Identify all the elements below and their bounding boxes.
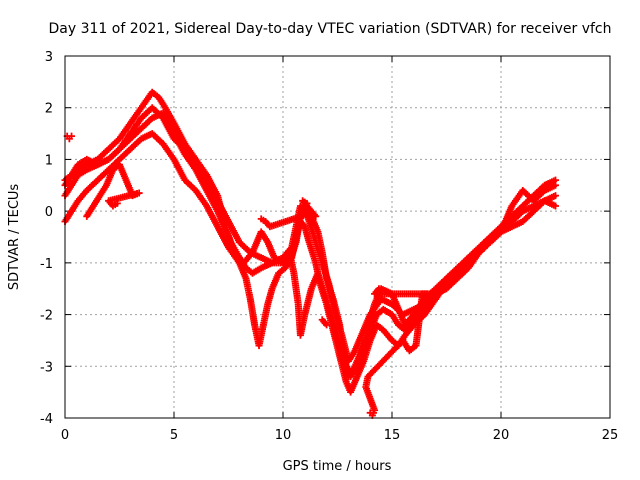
plot-frame <box>64 55 611 419</box>
x-tick-label: 15 <box>384 428 401 443</box>
x-tick-label: 20 <box>493 428 510 443</box>
series-track-d <box>61 104 559 381</box>
x-tick-label: 0 <box>61 428 69 443</box>
data-point <box>375 285 383 293</box>
data-point <box>113 199 121 207</box>
data-marks <box>61 88 559 419</box>
data-point <box>68 132 76 140</box>
x-tick-label: 5 <box>170 428 178 443</box>
y-tick-label: 2 <box>45 102 53 117</box>
y-tick-label: 3 <box>45 50 53 65</box>
series-fragment-mid <box>257 197 433 419</box>
y-tick-label: -2 <box>40 309 53 324</box>
y-tick-label: 1 <box>45 153 53 168</box>
y-tick-label: -1 <box>40 257 53 272</box>
data-point <box>552 181 559 189</box>
data-point <box>323 321 331 329</box>
x-axis-label: GPS time / hours <box>283 459 392 474</box>
chart-title: Day 311 of 2021, Sidereal Day-to-day VTE… <box>48 21 611 37</box>
y-axis-label: SDTVAR / TECUs <box>7 184 22 291</box>
y-tick-label: -4 <box>40 412 53 427</box>
series-fragment-early <box>63 132 143 220</box>
y-tick-label: 0 <box>45 205 53 220</box>
data-point <box>552 202 559 210</box>
x-tick-label: 25 <box>602 428 619 443</box>
data-point <box>303 199 311 207</box>
x-tick-label: 10 <box>275 428 292 443</box>
data-point <box>552 192 559 200</box>
tick-labels: 0 5 10 15 20 25 -4 -3 -2 -1 0 1 2 3 <box>40 50 618 443</box>
y-tick-label: -3 <box>40 360 53 375</box>
